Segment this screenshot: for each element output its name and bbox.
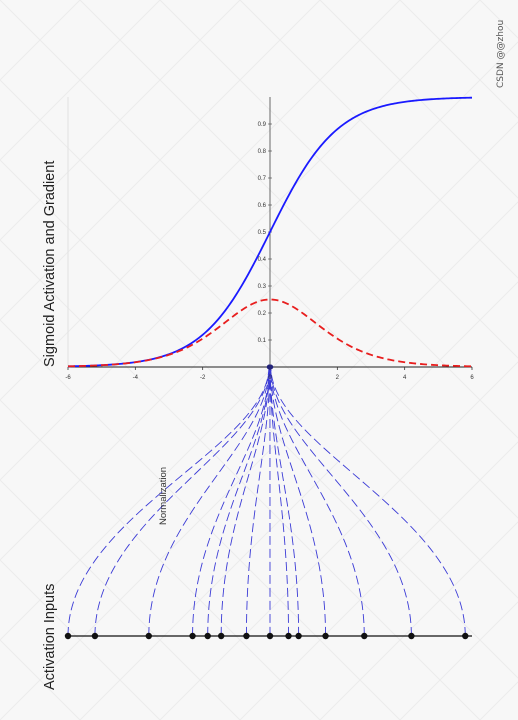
grid-line — [239, 441, 518, 720]
normalization-mapping-lines — [67, 366, 466, 637]
mapping-line — [270, 366, 466, 637]
y-tick-label: 0.6 — [258, 203, 267, 209]
curves — [67, 96, 473, 368]
x-tick-label: 4 — [403, 375, 407, 381]
input-point — [243, 632, 250, 640]
grid-line — [239, 0, 518, 279]
input-point — [408, 632, 415, 640]
mapping-line — [269, 366, 289, 637]
input-point — [322, 632, 329, 640]
input-point — [462, 632, 469, 640]
x-tick-label: -4 — [133, 375, 139, 381]
grid-line — [319, 521, 518, 720]
normalization-label: Normalization — [158, 466, 169, 525]
y-axis-label: Sigmoid Activation and Gradient — [42, 160, 58, 367]
mapping-line — [269, 366, 326, 637]
mapping-line — [270, 366, 412, 637]
x-tick-label: 2 — [336, 375, 340, 381]
x-tick-label: 0 — [268, 375, 272, 381]
y-tick-label: 0.7 — [258, 176, 267, 182]
normalized-point — [268, 364, 274, 370]
y-tick-label: 0.1 — [258, 338, 267, 344]
mapping-line — [67, 366, 270, 637]
mapping-line — [269, 366, 300, 637]
input-point — [361, 632, 368, 640]
mapping-line — [220, 366, 271, 637]
mapping-line — [245, 366, 271, 637]
y-tick-label: 0.2 — [258, 311, 267, 317]
grid-line — [79, 281, 518, 720]
activation-inputs-label: Activation Inputs — [42, 583, 58, 690]
x-tick-label: -6 — [65, 375, 71, 381]
mapping-line — [94, 366, 270, 637]
mapping-line — [207, 366, 270, 637]
activation-inputs-axis — [64, 364, 472, 640]
input-point — [285, 632, 292, 640]
mapping-line — [148, 366, 270, 637]
y-tick-label: 0.8 — [258, 149, 267, 155]
watermark: CSDN @@zhou — [496, 19, 506, 88]
input-point — [217, 632, 225, 640]
grid-line — [319, 0, 518, 199]
input-point — [64, 632, 72, 640]
y-tick-label: 0.3 — [258, 284, 267, 290]
input-point — [295, 632, 302, 640]
input-point — [145, 632, 152, 640]
grid-line — [159, 361, 518, 720]
y-tick-label: 0.4 — [258, 257, 267, 263]
grid-line — [159, 0, 518, 359]
input-point — [204, 632, 211, 640]
input-point — [91, 632, 99, 640]
y-tick-label: 0.9 — [258, 122, 267, 128]
y-tick-label: 0.5 — [258, 230, 267, 236]
input-point — [266, 632, 274, 640]
mapping-line — [192, 366, 270, 637]
mapping-line — [270, 366, 365, 637]
sigmoid_gradient-curve — [67, 298, 473, 368]
x-tick-label: 6 — [470, 375, 474, 381]
input-point — [189, 632, 196, 640]
x-tick-label: -2 — [200, 375, 206, 381]
